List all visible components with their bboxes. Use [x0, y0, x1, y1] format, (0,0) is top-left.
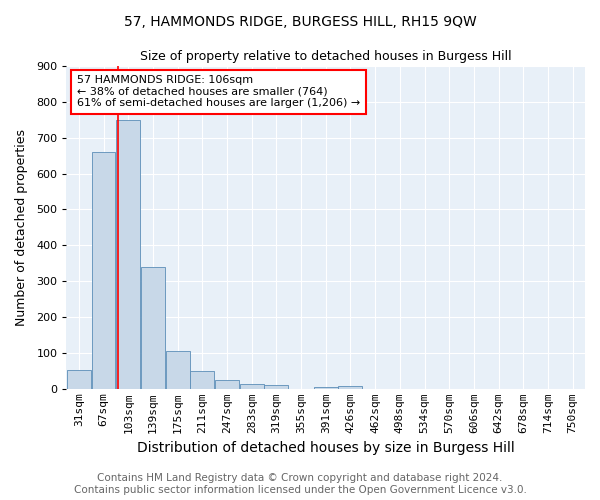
Bar — [314, 386, 338, 390]
Bar — [338, 386, 362, 390]
Bar — [67, 370, 91, 390]
Bar — [190, 370, 214, 390]
Text: Contains HM Land Registry data © Crown copyright and database right 2024.
Contai: Contains HM Land Registry data © Crown c… — [74, 474, 526, 495]
X-axis label: Distribution of detached houses by size in Burgess Hill: Distribution of detached houses by size … — [137, 441, 515, 455]
Text: 57 HAMMONDS RIDGE: 106sqm
← 38% of detached houses are smaller (764)
61% of semi: 57 HAMMONDS RIDGE: 106sqm ← 38% of detac… — [77, 76, 360, 108]
Title: Size of property relative to detached houses in Burgess Hill: Size of property relative to detached ho… — [140, 50, 512, 63]
Bar — [239, 384, 263, 390]
Bar — [166, 350, 190, 390]
Y-axis label: Number of detached properties: Number of detached properties — [15, 129, 28, 326]
Bar — [265, 386, 289, 390]
Text: 57, HAMMONDS RIDGE, BURGESS HILL, RH15 9QW: 57, HAMMONDS RIDGE, BURGESS HILL, RH15 9… — [124, 15, 476, 29]
Bar — [116, 120, 140, 390]
Bar — [215, 380, 239, 390]
Bar — [92, 152, 115, 390]
Bar — [141, 267, 165, 390]
